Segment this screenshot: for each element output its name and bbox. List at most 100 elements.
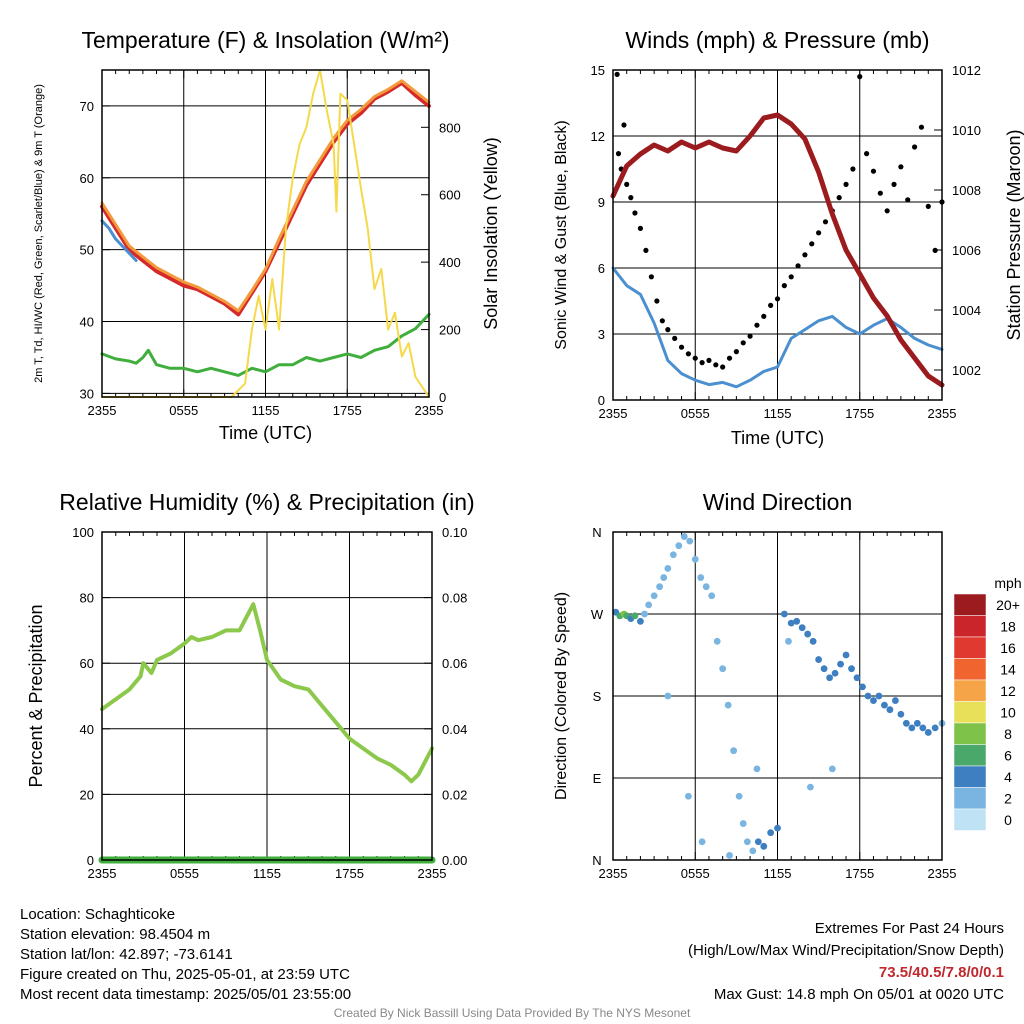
direction-point bbox=[870, 697, 877, 704]
direction-point bbox=[656, 583, 664, 591]
gust-point bbox=[632, 210, 638, 216]
direction-point bbox=[739, 820, 747, 827]
gust-point bbox=[781, 283, 787, 289]
latlon-text: Station lat/lon: 42.897; -73.6141 bbox=[20, 946, 233, 963]
y-tick-label: W bbox=[591, 607, 604, 622]
gust-point bbox=[659, 318, 665, 324]
gust-point bbox=[836, 195, 842, 201]
direction-point bbox=[809, 637, 817, 645]
y-axis-label-left: Direction (Colored By Speed) bbox=[553, 592, 570, 800]
direction-point bbox=[743, 838, 751, 846]
y-tick-label: E bbox=[593, 771, 602, 786]
direction-point bbox=[828, 765, 836, 773]
x-tick-label: 2355 bbox=[928, 406, 957, 421]
gust-point bbox=[884, 208, 890, 214]
colorbar-label: 6 bbox=[1004, 748, 1012, 764]
x-tick-label: 1755 bbox=[845, 866, 874, 881]
extremes-box: Extremes For Past 24 Hours (High/Low/Max… bbox=[688, 918, 1004, 1006]
y-tick-label: 0 bbox=[598, 393, 605, 408]
y-tick-label: 30 bbox=[80, 386, 94, 401]
direction-point bbox=[780, 610, 788, 618]
direction-point bbox=[875, 692, 883, 700]
x-tick-label: 0555 bbox=[681, 406, 710, 421]
direction-point bbox=[637, 617, 644, 625]
gust-point bbox=[747, 333, 753, 339]
gust-point bbox=[768, 302, 774, 308]
panel-title: Winds (mph) & Pressure (mb) bbox=[625, 27, 929, 53]
y2-tick-label: 1010 bbox=[952, 123, 981, 138]
elevation-text: Station elevation: 98.4504 m bbox=[20, 926, 211, 943]
series-line-station-pressure bbox=[610, 112, 945, 388]
y2-tick-label: 200 bbox=[439, 323, 461, 338]
x-tick-label: 0555 bbox=[681, 866, 710, 881]
y-tick-label: S bbox=[593, 689, 602, 704]
direction-point bbox=[753, 765, 761, 773]
colorbar-swatch bbox=[953, 787, 987, 810]
extremes-subheading: (High/Low/Max Wind/Precipitation/Snow De… bbox=[688, 942, 1004, 959]
direction-point bbox=[826, 674, 833, 682]
direction-point bbox=[660, 574, 668, 581]
gust-point bbox=[761, 313, 767, 319]
direction-point bbox=[908, 724, 916, 732]
plot-frame bbox=[101, 69, 430, 398]
colorbar-swatch bbox=[953, 679, 987, 702]
x-tick-label: 1755 bbox=[333, 403, 362, 418]
direction-point bbox=[842, 651, 850, 659]
x-axis-label: Time (UTC) bbox=[731, 428, 824, 448]
gust-point bbox=[637, 225, 644, 231]
y-tick-label: 20 bbox=[80, 787, 94, 802]
direction-point bbox=[919, 724, 927, 732]
y2-tick-label: 1004 bbox=[952, 303, 981, 318]
direction-point bbox=[686, 537, 694, 545]
gust-point bbox=[925, 203, 931, 209]
location-text: Location: Schaghticoke bbox=[20, 906, 176, 923]
direction-point bbox=[864, 692, 872, 700]
y-tick-label: N bbox=[592, 853, 601, 868]
direction-point bbox=[767, 829, 775, 837]
gust-point bbox=[774, 296, 781, 302]
colorbar-title: mph bbox=[994, 575, 1021, 591]
y-axis-label-left: Percent & Precipitation bbox=[26, 604, 46, 787]
gust-point bbox=[624, 181, 630, 187]
y2-tick-label: 400 bbox=[439, 255, 461, 270]
x-tick-label: 1755 bbox=[335, 866, 364, 881]
y-tick-label: 60 bbox=[80, 656, 94, 671]
series-line-rh bbox=[100, 602, 434, 784]
x-tick-label: 0555 bbox=[170, 866, 199, 881]
x-axis-label: Time (UTC) bbox=[219, 423, 312, 443]
x-tick-label: 1755 bbox=[845, 406, 874, 421]
gust-point bbox=[816, 230, 822, 236]
x-tick-label: 2355 bbox=[415, 403, 444, 418]
direction-point bbox=[675, 542, 683, 550]
gust-point bbox=[643, 247, 649, 253]
direction-point bbox=[641, 610, 648, 618]
direction-point bbox=[669, 551, 677, 559]
direction-point bbox=[684, 792, 692, 800]
x-tick-label: 2355 bbox=[88, 866, 117, 881]
x-tick-label: 2355 bbox=[599, 406, 628, 421]
gust-point bbox=[665, 327, 671, 333]
direction-point bbox=[719, 665, 727, 673]
y-tick-label: 100 bbox=[72, 525, 94, 540]
y2-tick-label: 1008 bbox=[952, 183, 981, 198]
y2-tick-label: 1012 bbox=[952, 63, 981, 78]
plot-frame bbox=[101, 531, 433, 861]
gust-point bbox=[788, 274, 794, 280]
direction-point bbox=[631, 612, 639, 620]
gust-point bbox=[877, 190, 883, 196]
direction-point bbox=[650, 592, 658, 600]
y2-tick-label: 600 bbox=[439, 188, 461, 203]
series-line-9m-t bbox=[100, 79, 431, 313]
gust-point bbox=[678, 344, 685, 350]
direction-point bbox=[726, 852, 733, 859]
colorbar-label: 14 bbox=[1000, 662, 1016, 678]
y2-tick-label: 800 bbox=[439, 120, 461, 135]
direction-point bbox=[848, 665, 855, 673]
y-tick-label: 50 bbox=[80, 243, 94, 258]
plot-frame bbox=[612, 531, 943, 861]
series-line-wc bbox=[100, 219, 138, 262]
gust-point bbox=[870, 168, 877, 174]
y2-tick-label: 1006 bbox=[952, 243, 981, 258]
y-tick-label: 70 bbox=[80, 99, 94, 114]
gust-point bbox=[932, 247, 938, 253]
